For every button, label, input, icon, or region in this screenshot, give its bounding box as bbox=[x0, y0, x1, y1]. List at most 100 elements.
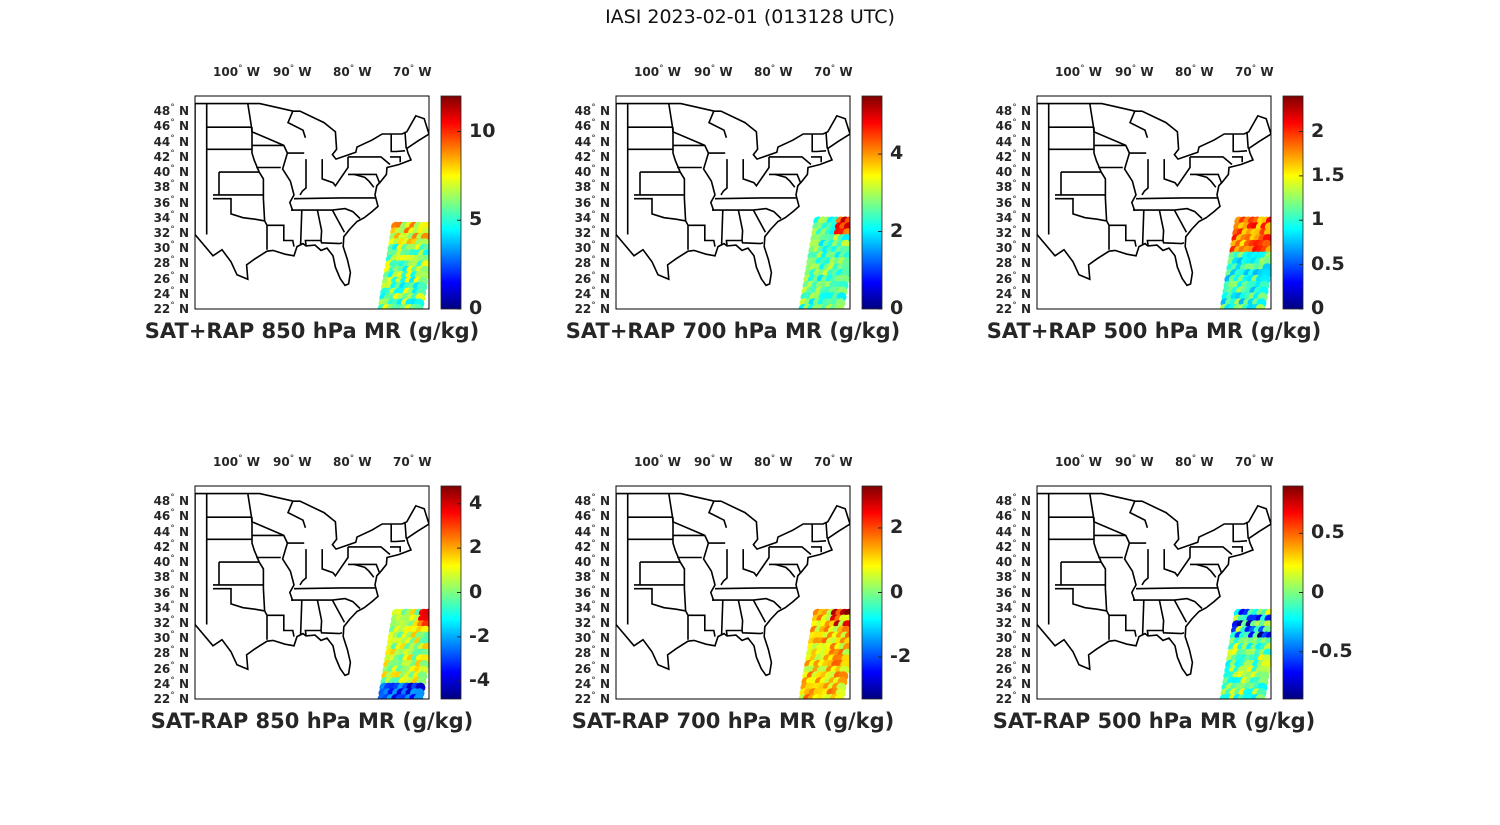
swath-point bbox=[413, 694, 424, 699]
state-border bbox=[811, 524, 827, 543]
latitude-label: 24° N bbox=[153, 285, 189, 301]
latitude-label: 38° N bbox=[153, 179, 189, 195]
state-border bbox=[299, 549, 307, 586]
state-border bbox=[348, 156, 391, 166]
state-border bbox=[714, 197, 797, 200]
state-border bbox=[714, 587, 797, 590]
us-outline bbox=[1037, 102, 1271, 287]
state-border bbox=[1163, 546, 1191, 578]
state-border bbox=[404, 131, 407, 149]
panel-title: SAT+RAP 850 hPa MR (g/kg) bbox=[144, 319, 480, 343]
panel-title: SAT-RAP 850 hPa MR (g/kg) bbox=[150, 709, 474, 733]
latitude-label: 22° N bbox=[153, 301, 189, 316]
colorbar-tick-label: 0.5 bbox=[1311, 252, 1345, 275]
state-border bbox=[1246, 521, 1249, 539]
state-border bbox=[1141, 159, 1149, 196]
map-frame bbox=[1036, 95, 1272, 310]
map-svg bbox=[1036, 485, 1304, 700]
state-border bbox=[1173, 209, 1188, 233]
state-border bbox=[634, 197, 686, 222]
latitude-label: 48° N bbox=[153, 493, 189, 509]
latitude-label: 28° N bbox=[574, 255, 610, 271]
state-border bbox=[825, 521, 828, 539]
state-border bbox=[247, 103, 295, 212]
latitude-label: 44° N bbox=[153, 523, 189, 539]
latitude-label: 26° N bbox=[574, 660, 610, 676]
state-border bbox=[213, 587, 265, 612]
latitude-label: 32° N bbox=[995, 224, 1031, 240]
state-border bbox=[299, 600, 303, 636]
latitude-label: 48° N bbox=[995, 493, 1031, 509]
state-border bbox=[1190, 173, 1223, 184]
latitude-label: 46° N bbox=[153, 508, 189, 524]
latitude-label: 30° N bbox=[995, 630, 1031, 646]
state-border bbox=[1146, 209, 1165, 246]
latitude-label: 42° N bbox=[995, 538, 1031, 554]
map-svg bbox=[194, 95, 462, 310]
colorbar-tick-label: 1.5 bbox=[1311, 163, 1345, 186]
state-border bbox=[286, 500, 307, 529]
state-border bbox=[1141, 210, 1145, 246]
latitude-label: 40° N bbox=[153, 164, 189, 180]
state-border bbox=[720, 600, 724, 636]
state-border bbox=[1055, 587, 1107, 612]
panel-title: SAT-RAP 700 hPa MR (g/kg) bbox=[571, 709, 895, 733]
colorbar-tick-label: 4 bbox=[890, 142, 904, 165]
us-outline bbox=[195, 492, 429, 677]
state-border bbox=[1190, 546, 1233, 556]
state-border bbox=[1162, 630, 1185, 635]
state-border bbox=[1195, 173, 1217, 188]
longitude-label: 100° W bbox=[213, 64, 260, 79]
latitude-label: 24° N bbox=[153, 675, 189, 691]
colorbar bbox=[440, 95, 462, 310]
colorbar-tick-label: 0.5 bbox=[1311, 521, 1345, 544]
latitude-label: 36° N bbox=[995, 194, 1031, 210]
state-border bbox=[390, 546, 401, 553]
state-border bbox=[1232, 524, 1248, 543]
state-border bbox=[1128, 500, 1149, 529]
latitude-label: 34° N bbox=[574, 599, 610, 615]
latitude-label: 28° N bbox=[153, 255, 189, 271]
longitude-label: 80° W bbox=[1175, 454, 1214, 469]
colorbar-tick-label: -2 bbox=[469, 624, 491, 647]
map-panel: -4 -2 0 2 4 100° W 90° W 80° W 70° W 48° N 46° N 44… bbox=[151, 454, 575, 786]
longitude-label: 80° W bbox=[754, 64, 793, 79]
latitude-label: 48° N bbox=[995, 103, 1031, 119]
state-border bbox=[1089, 103, 1137, 212]
latitude-label: 44° N bbox=[153, 133, 189, 149]
colorbar-tick-label: 2 bbox=[469, 536, 483, 559]
state-border bbox=[348, 563, 381, 574]
latitude-label: 38° N bbox=[153, 569, 189, 585]
state-border bbox=[1135, 587, 1218, 590]
longitude-label: 70° W bbox=[393, 454, 432, 469]
map-svg bbox=[615, 485, 883, 700]
longitude-label: 90° W bbox=[694, 454, 733, 469]
colorbar bbox=[861, 95, 883, 310]
map-frame bbox=[194, 95, 430, 310]
state-border bbox=[1135, 197, 1218, 200]
swath-point bbox=[834, 304, 845, 309]
state-border bbox=[1190, 563, 1223, 574]
latitude-label: 34° N bbox=[995, 209, 1031, 225]
colorbar bbox=[1282, 95, 1304, 310]
state-border bbox=[1093, 517, 1110, 640]
longitude-label: 70° W bbox=[1235, 454, 1274, 469]
state-border bbox=[720, 159, 728, 196]
panel-title: SAT-RAP 500 hPa MR (g/kg) bbox=[992, 709, 1316, 733]
panel-title: SAT+RAP 700 hPa MR (g/kg) bbox=[565, 319, 901, 343]
latitude-label: 30° N bbox=[574, 240, 610, 256]
state-border bbox=[774, 173, 796, 188]
colorbar-tick-label: -0.5 bbox=[1311, 639, 1353, 662]
state-border bbox=[1109, 614, 1137, 637]
latitude-label: 46° N bbox=[995, 118, 1031, 134]
state-border bbox=[1141, 549, 1149, 586]
latitude-label: 44° N bbox=[574, 133, 610, 149]
colorbar-tick-label: 2 bbox=[1311, 119, 1325, 142]
latitude-label: 46° N bbox=[995, 508, 1031, 524]
latitude-label: 42° N bbox=[153, 538, 189, 554]
map-svg bbox=[615, 95, 883, 310]
state-border bbox=[811, 156, 822, 163]
state-border bbox=[742, 156, 770, 188]
state-border bbox=[1055, 197, 1107, 222]
state-border bbox=[1109, 224, 1137, 247]
